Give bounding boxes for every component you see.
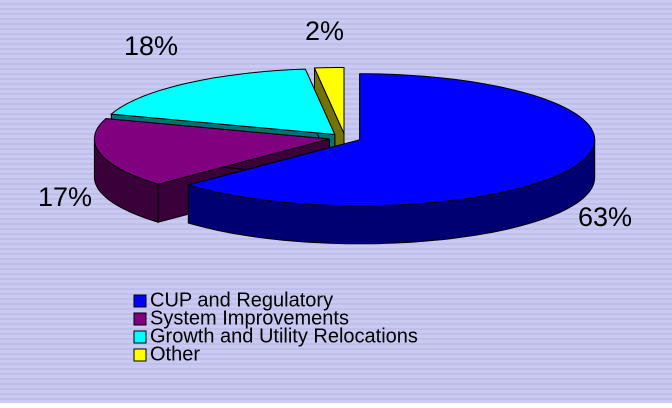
legend-label: Other bbox=[150, 343, 200, 365]
slice-top bbox=[110, 68, 336, 136]
data-label: 18% bbox=[124, 31, 178, 61]
legend-label: CUP and Regulatory bbox=[150, 289, 333, 311]
slice-top bbox=[313, 67, 345, 134]
legend-label: Growth and Utility Relocations bbox=[150, 325, 418, 347]
legend-swatch bbox=[133, 330, 147, 344]
legend-swatch bbox=[133, 294, 147, 308]
legend-label: System Improvements bbox=[150, 307, 349, 329]
slice-top bbox=[186, 73, 596, 207]
data-label: 63% bbox=[578, 202, 632, 232]
legend-swatch bbox=[133, 348, 147, 362]
slice-top bbox=[93, 118, 330, 185]
data-label: 2% bbox=[305, 16, 344, 46]
data-label: 17% bbox=[38, 182, 92, 212]
legend-swatch bbox=[133, 312, 147, 326]
